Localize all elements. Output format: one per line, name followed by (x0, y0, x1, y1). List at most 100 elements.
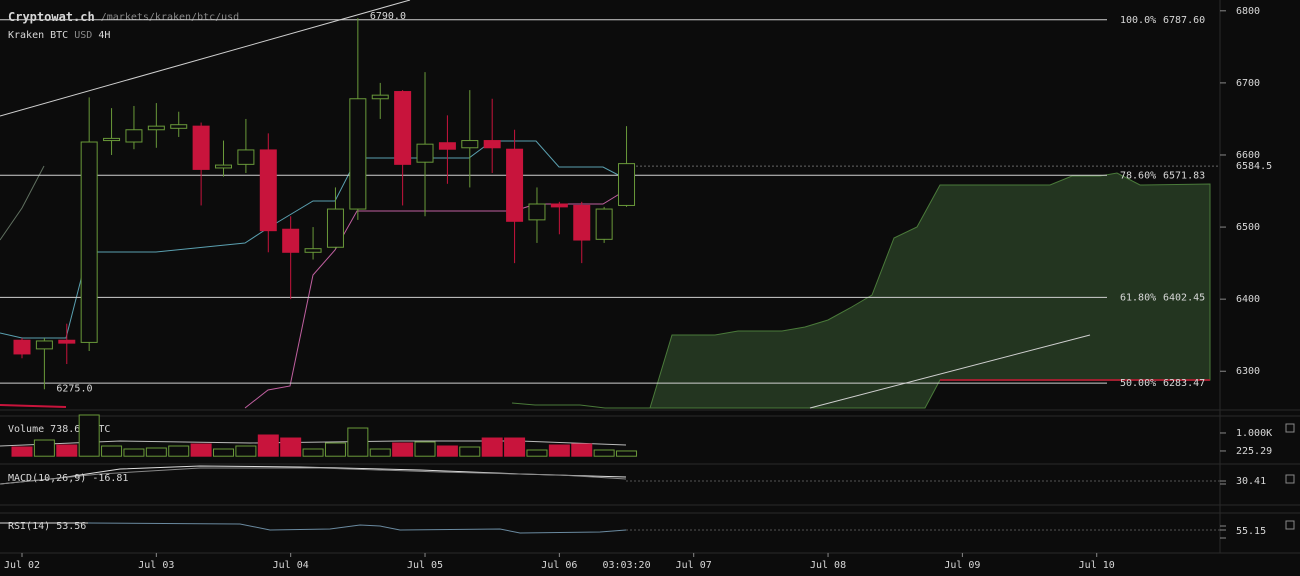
chikou-line (0, 165, 45, 241)
fib-value: 6787.60 (1163, 15, 1205, 26)
last-price-label: 6584.5 (1236, 161, 1272, 172)
fib-percent: 100.0% (1120, 15, 1156, 26)
candle-body (125, 129, 143, 143)
candle-body (13, 339, 31, 355)
volume-bar (235, 445, 257, 457)
volume-tick-label: 225.29 (1236, 446, 1272, 457)
x-tick-label: Jul 09 (944, 560, 980, 571)
volume-bar (78, 414, 100, 457)
x-tick-label: Jul 05 (407, 560, 443, 571)
cloud-edge (0, 404, 67, 408)
candle-body (192, 125, 210, 170)
candle-body (103, 137, 121, 142)
volume-bar (481, 437, 503, 457)
volume-bar (11, 446, 33, 457)
fib-percent: 61.80% (1120, 292, 1156, 303)
candle-body (170, 124, 188, 129)
fib-value: 6283.47 (1163, 378, 1205, 389)
header-site: Cryptowat.ch /markets/kraken/btc/usd (8, 10, 239, 24)
fib-value: 6402.45 (1163, 292, 1205, 303)
candle-body (304, 248, 322, 253)
candle-body (595, 208, 613, 240)
y-tick-label: 6700 (1236, 78, 1260, 89)
candle-body (394, 91, 412, 165)
candle-body (215, 164, 233, 169)
volume-tick-label: 1.000K (1236, 428, 1272, 439)
volume-bar (459, 446, 481, 457)
macd-label: MACD(10,26,9) -16.81 (8, 473, 128, 484)
candle-body (371, 94, 389, 100)
volume-bar (504, 437, 526, 457)
x-tick-label: Jul 08 (810, 560, 846, 571)
volume-bar (436, 445, 458, 457)
volume-bar (616, 450, 638, 457)
cloud-edge (511, 402, 650, 409)
candle-body (58, 339, 76, 344)
x-tick-label: Jul 02 (4, 560, 40, 571)
time-box (602, 558, 651, 572)
header-market: Kraken BTC USD 4H (8, 30, 110, 41)
cloud (649, 172, 1211, 409)
volume-bar (392, 442, 414, 457)
candle-body (80, 141, 98, 343)
volume-bar (123, 448, 145, 457)
rsi-axis-label: 55.15 (1236, 526, 1266, 537)
panel-borders (0, 0, 1300, 554)
volume-bar (369, 448, 391, 457)
volume-bar (548, 444, 570, 457)
rsi-label: RSI(14) 53.56 (8, 521, 86, 532)
volume-label: Volume 738.66 BTC (8, 424, 110, 435)
x-tick-label: Jul 06 (541, 560, 577, 571)
candle-body (147, 125, 165, 131)
volume-bar (101, 445, 123, 457)
x-tick-label: Jul 04 (273, 560, 309, 571)
volume-bar (213, 448, 235, 457)
fib-percent: 50.00% (1120, 378, 1156, 389)
candle-body (573, 204, 591, 241)
candle-body (237, 149, 255, 165)
y-tick-label: 6600 (1236, 150, 1260, 161)
volume-bar (302, 448, 324, 457)
candle-body (483, 140, 501, 149)
volume-bar (526, 449, 548, 457)
macd-signal (0, 467, 627, 485)
candle-body (461, 140, 479, 149)
volume-bar (414, 441, 436, 457)
time-label: 03:03:20 (602, 560, 650, 571)
candle-body (528, 203, 546, 221)
rsi-line (87, 522, 627, 534)
trend-line (809, 334, 1091, 409)
candle-body (282, 228, 300, 253)
candle-body (506, 148, 524, 222)
kijun-line (244, 189, 627, 409)
x-tick-label: Jul 07 (676, 560, 712, 571)
low-annotation: 6275.0 (56, 383, 92, 394)
candle-body (416, 143, 434, 163)
volume-bar (190, 443, 212, 457)
candle-body (35, 340, 53, 350)
high-annotation: 6790.0 (370, 11, 406, 22)
volume-bar (33, 439, 55, 457)
y-tick-label: 6800 (1236, 6, 1260, 17)
volume-bar (145, 447, 167, 457)
y-tick-label: 6500 (1236, 222, 1260, 233)
x-tick-label: Jul 10 (1079, 560, 1115, 571)
candle-body (349, 98, 367, 210)
panel-axis-ticks (1220, 480, 1226, 539)
candle-body (618, 163, 636, 206)
volume-bar (257, 434, 279, 457)
volume-bar (56, 444, 78, 457)
candle-body (550, 203, 568, 208)
close-buttons[interactable] (1285, 423, 1295, 530)
candle-body (438, 142, 456, 150)
candle-body (259, 149, 277, 232)
candle-body (326, 208, 344, 248)
tenkan-line (0, 140, 627, 339)
volume-bar (593, 449, 615, 457)
y-tick-label: 6400 (1236, 294, 1260, 305)
x-tick-label: Jul 03 (138, 560, 174, 571)
volume-bar (347, 427, 369, 457)
volume-bar (571, 443, 593, 457)
